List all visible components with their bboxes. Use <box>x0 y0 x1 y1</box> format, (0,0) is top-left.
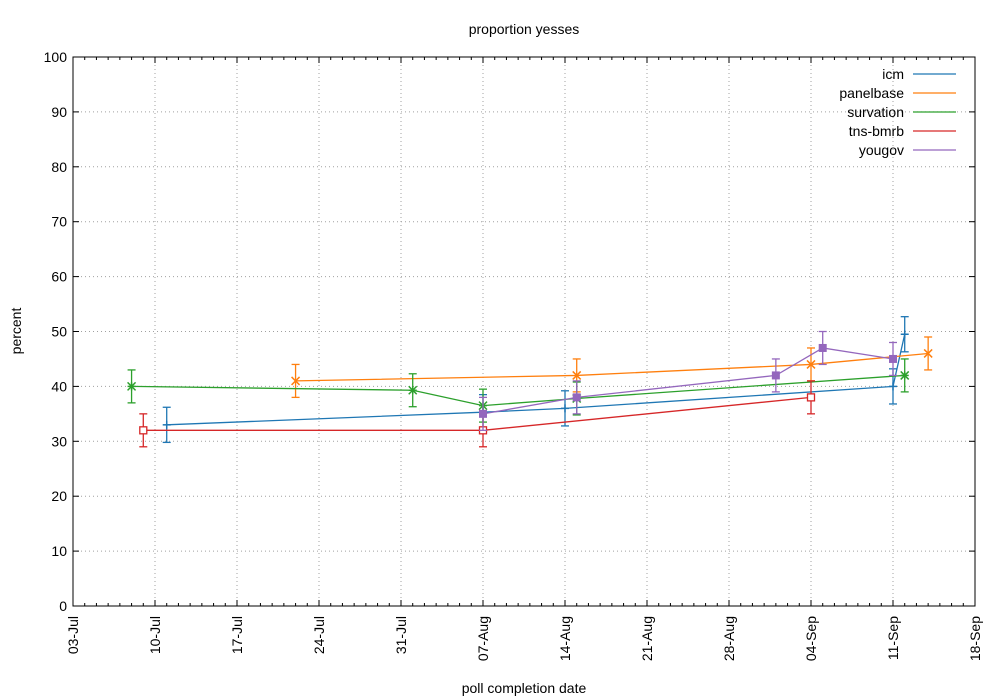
legend-item-tns-bmrb: tns-bmrb <box>849 123 956 139</box>
data-point <box>479 409 487 418</box>
y-tick-label: 90 <box>51 104 67 120</box>
legend: icm panelbase survation tns-bmrb yougov <box>839 66 956 158</box>
x-axis-ticks: 03-Jul 10-Jul 17-Jul 24-Jul 31-Jul 07-Aug 14-A… <box>65 57 983 661</box>
data-point <box>572 370 582 380</box>
series-icm <box>162 316 909 444</box>
legend-label: panelbase <box>839 85 904 101</box>
legend-item-survation: survation <box>847 104 956 120</box>
data-point <box>818 343 827 352</box>
y-tick-label: 40 <box>51 378 67 394</box>
x-tick-label: 21-Aug <box>639 616 655 661</box>
y-axis-label: percent <box>8 308 24 355</box>
x-tick-label: 14-Aug <box>557 616 573 661</box>
series-line-icm <box>166 334 906 426</box>
legend-item-panelbase: panelbase <box>839 85 956 101</box>
data-point <box>408 385 418 395</box>
data-point <box>139 426 148 435</box>
data-point <box>806 393 816 402</box>
series-survation <box>127 358 910 423</box>
series-panelbase <box>291 336 933 399</box>
series-line-survation <box>131 374 905 407</box>
series-yougov <box>479 330 897 431</box>
data-point <box>291 376 301 386</box>
x-axis-label: poll completion date <box>462 680 587 696</box>
data-point <box>900 330 909 339</box>
chart-title: proportion yesses <box>469 21 580 37</box>
y-tick-label: 60 <box>51 269 67 285</box>
x-tick-label: 17-Jul <box>229 616 245 654</box>
data-point <box>889 354 897 363</box>
legend-label: survation <box>847 104 904 120</box>
y-tick-label: 10 <box>51 543 67 559</box>
y-tick-label: 20 <box>51 488 67 504</box>
x-tick-label: 11-Sep <box>885 616 901 660</box>
series-line-tns-bmrb <box>143 396 812 431</box>
y-tick-label: 30 <box>51 433 67 449</box>
x-tick-label: 10-Jul <box>147 616 163 654</box>
grid-lines <box>73 57 975 606</box>
legend-label: tns-bmrb <box>849 123 904 139</box>
data-point <box>900 370 910 380</box>
data-point <box>561 404 569 413</box>
data-point <box>806 359 816 369</box>
y-tick-label: 50 <box>51 324 67 340</box>
data-point <box>771 371 780 380</box>
x-tick-label: 04-Sep <box>803 616 819 661</box>
data-point <box>127 381 137 391</box>
legend-label: yougov <box>859 142 904 158</box>
y-axis-ticks: 0 10 20 30 40 50 60 70 80 90 100 <box>44 49 975 614</box>
y-tick-label: 0 <box>59 598 67 614</box>
x-tick-label: 24-Jul <box>311 616 327 654</box>
x-tick-label: 07-Aug <box>475 616 491 661</box>
x-tick-label: 03-Jul <box>65 616 81 654</box>
y-tick-label: 100 <box>44 49 68 65</box>
legend-item-yougov: yougov <box>859 142 956 158</box>
series-tns-bmrb <box>139 380 816 448</box>
series-line-panelbase <box>295 352 929 382</box>
data-point <box>889 382 897 391</box>
legend-item-icm: icm <box>882 66 956 82</box>
x-tick-label: 31-Jul <box>393 616 409 654</box>
y-tick-label: 70 <box>51 214 67 230</box>
data-point <box>162 420 171 429</box>
series-layer <box>127 316 933 448</box>
x-tick-label: 18-Sep <box>967 616 983 661</box>
plot-frame <box>72 56 976 607</box>
data-point <box>923 348 933 358</box>
x-tick-label: 28-Aug <box>721 616 737 661</box>
legend-label: icm <box>882 66 904 82</box>
y-tick-label: 80 <box>51 159 67 175</box>
data-point <box>572 393 581 402</box>
